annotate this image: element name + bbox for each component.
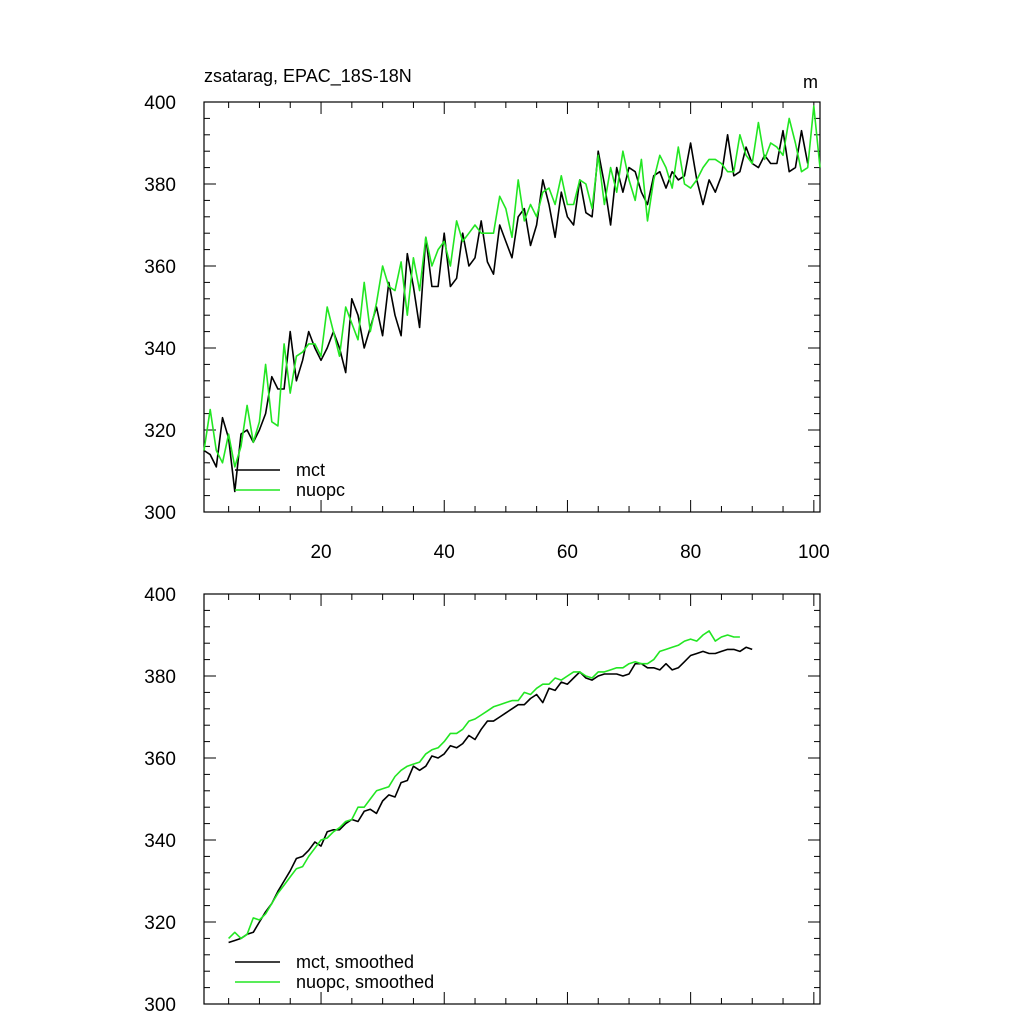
chart-title: zsatarag, EPAC_18S-18N [204, 66, 412, 87]
y-tick-label: 400 [144, 93, 176, 114]
y-tick-label: 360 [144, 749, 176, 770]
y-tick-label: 320 [144, 421, 176, 442]
y-tick-label: 300 [144, 503, 176, 524]
units-label: m [803, 72, 818, 92]
y-tick-label: 380 [144, 175, 176, 196]
x-tick-label: 60 [557, 542, 578, 563]
x-tick-label: 40 [434, 542, 455, 563]
x-tick-label: 80 [680, 542, 701, 563]
plot-frame [203, 101, 821, 513]
series-line-mct [228, 646, 753, 944]
legend-label-nuopc: nuopc [296, 480, 345, 500]
series-line-nuopc [228, 630, 740, 940]
y-tick-label: 360 [144, 257, 176, 278]
y-tick-label: 320 [144, 913, 176, 934]
y-tick-label: 340 [144, 339, 176, 360]
legend-label-nuopc: nuopc, smoothed [296, 972, 434, 992]
y-tick-label: 380 [144, 667, 176, 688]
plot-frame [203, 593, 821, 1005]
series-line-mct [203, 129, 809, 493]
x-tick-label: 100 [798, 542, 830, 563]
legend-label-mct: mct, smoothed [296, 952, 414, 972]
series-line-nuopc [203, 105, 821, 468]
legend-label-mct: mct [296, 460, 325, 480]
y-tick-label: 340 [144, 831, 176, 852]
chart-panel-1: 20 40 60 80 100 300 320 340 360 380 400 zsatarag, E… [144, 66, 829, 563]
x-tick-label: 20 [310, 542, 331, 563]
y-tick-label: 300 [144, 995, 176, 1016]
y-tick-label: 400 [144, 585, 176, 606]
